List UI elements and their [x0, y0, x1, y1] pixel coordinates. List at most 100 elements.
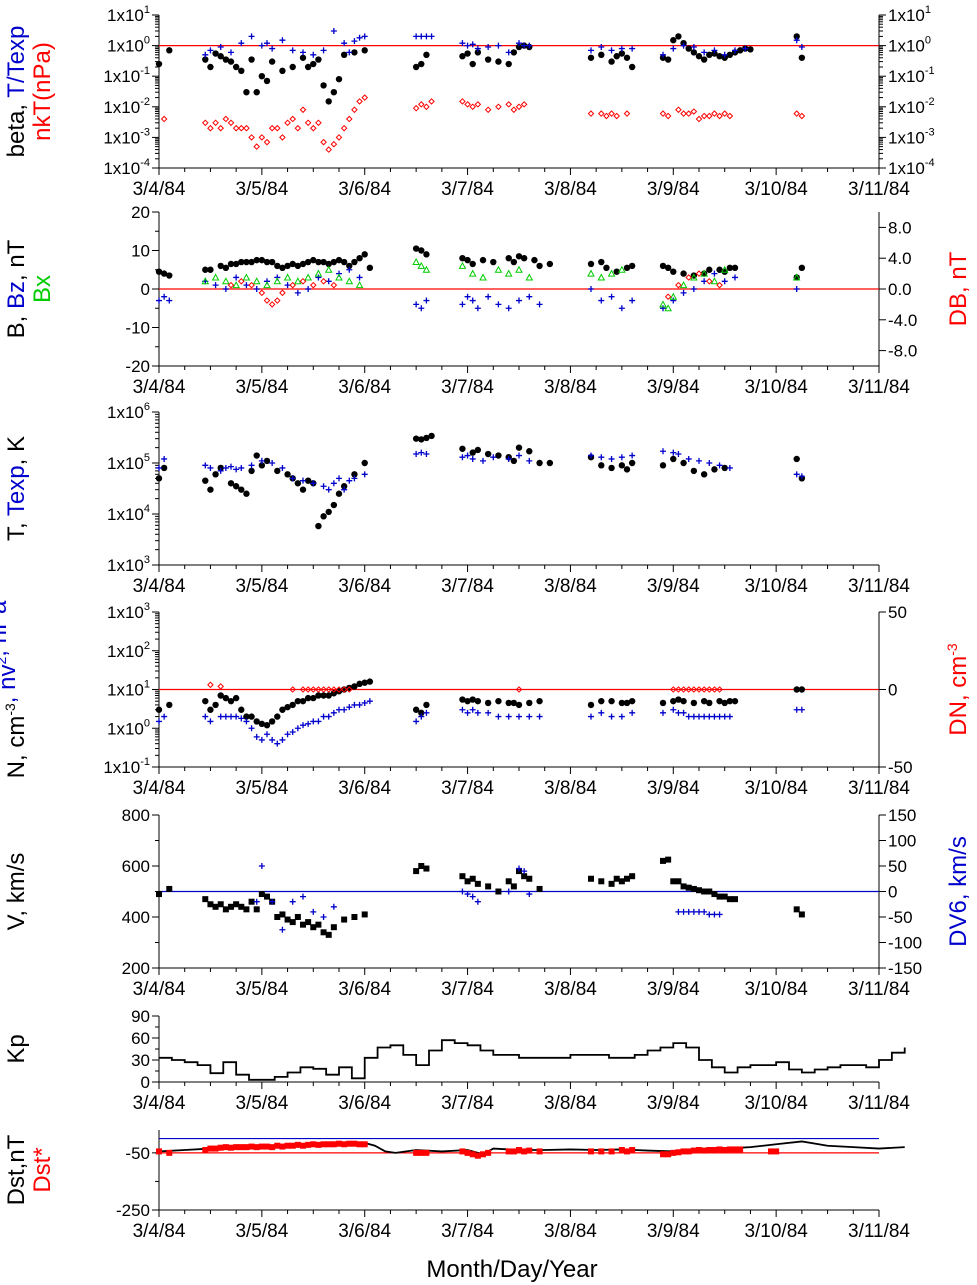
data-point	[608, 110, 615, 117]
data-point	[628, 63, 636, 71]
data-point	[264, 731, 270, 738]
y-tick-label: 90	[131, 1007, 150, 1026]
data-point	[608, 713, 615, 720]
data-point	[253, 286, 260, 292]
data-point	[721, 893, 728, 900]
data-point	[726, 896, 733, 903]
data-point	[526, 891, 533, 898]
data-point	[161, 713, 168, 720]
data-point	[515, 444, 523, 451]
data-point	[166, 272, 173, 279]
data-point	[304, 119, 312, 127]
data-point	[505, 888, 512, 895]
data-point	[238, 715, 245, 722]
data-point	[464, 709, 471, 716]
data-point	[212, 903, 219, 910]
x-tick-label: 3/6/84	[338, 979, 391, 1000]
data-point	[156, 891, 162, 898]
y-tick-label: 1x104	[107, 503, 150, 524]
data-point	[505, 1148, 512, 1155]
data-point	[279, 464, 286, 471]
data-point	[510, 883, 517, 890]
data-point	[459, 98, 466, 105]
data-point	[510, 49, 518, 56]
data-point	[238, 903, 245, 910]
data-point	[716, 697, 723, 705]
data-point	[222, 906, 229, 913]
data-point	[474, 1152, 481, 1159]
data-point	[413, 1149, 420, 1156]
data-point	[418, 33, 425, 40]
data-point	[310, 256, 317, 264]
data-point	[526, 713, 533, 720]
data-point	[680, 459, 687, 467]
data-point	[315, 274, 322, 281]
data-point	[505, 60, 512, 68]
data-point	[680, 110, 687, 117]
data-point	[798, 264, 806, 272]
x-tick-label: 3/4/84	[133, 576, 186, 597]
data-point	[202, 56, 209, 63]
data-point	[716, 713, 723, 720]
data-point	[495, 301, 502, 308]
data-point	[546, 459, 554, 467]
data-point	[315, 1141, 322, 1148]
panel-2: 3/4/84 3/5/84 3/6/84 3/7/84 3/8/84 3/9/84 3/10…	[3, 203, 972, 398]
data-point	[423, 434, 430, 442]
data-point	[243, 490, 250, 497]
data-point	[335, 134, 343, 141]
y-tick-label: 800	[122, 806, 150, 825]
data-point	[274, 740, 281, 747]
data-point	[711, 911, 718, 918]
data-point	[160, 115, 168, 123]
data-point	[659, 699, 667, 707]
data-point	[207, 706, 214, 713]
x-tick-label: 3/5/84	[235, 778, 288, 799]
data-point	[356, 701, 363, 708]
data-point	[412, 435, 420, 442]
data-point	[248, 258, 255, 266]
data-point	[618, 265, 626, 273]
data-point	[366, 678, 374, 685]
data-point	[495, 58, 502, 65]
data-point	[485, 1149, 492, 1156]
y-tick-label: 1x103	[107, 601, 150, 622]
y-tick-label: 1x101	[107, 4, 150, 25]
data-point	[242, 273, 251, 281]
data-point	[798, 54, 806, 61]
data-point	[423, 297, 430, 304]
data-point	[670, 697, 677, 705]
data-point	[418, 449, 425, 456]
data-point	[793, 706, 800, 713]
data-point	[207, 718, 214, 725]
data-point	[608, 464, 615, 472]
data-point	[264, 1143, 270, 1150]
data-point	[469, 696, 476, 703]
data-point	[366, 698, 373, 705]
data-point	[793, 686, 800, 693]
data-point	[669, 686, 677, 693]
x-tick-label: 3/10/84	[744, 377, 808, 398]
data-point	[346, 266, 353, 273]
data-point	[253, 906, 260, 913]
series-1	[159, 1039, 906, 1081]
data-point	[207, 681, 214, 689]
data-point	[294, 725, 301, 732]
data-point	[618, 50, 626, 57]
x-tick-label: 3/5/84	[235, 1221, 288, 1242]
data-point	[520, 255, 528, 262]
data-point	[598, 878, 605, 885]
data-point	[315, 56, 322, 63]
data-point	[536, 697, 543, 705]
data-point	[263, 138, 271, 146]
data-point	[155, 60, 163, 68]
data-point	[515, 265, 523, 273]
data-point	[366, 264, 374, 272]
data-point	[423, 701, 430, 709]
data-point	[238, 486, 245, 493]
data-point	[217, 53, 224, 60]
data-point	[505, 49, 512, 56]
y-tick-label: 20	[131, 203, 150, 222]
data-point	[294, 262, 302, 270]
data-point	[711, 466, 718, 473]
